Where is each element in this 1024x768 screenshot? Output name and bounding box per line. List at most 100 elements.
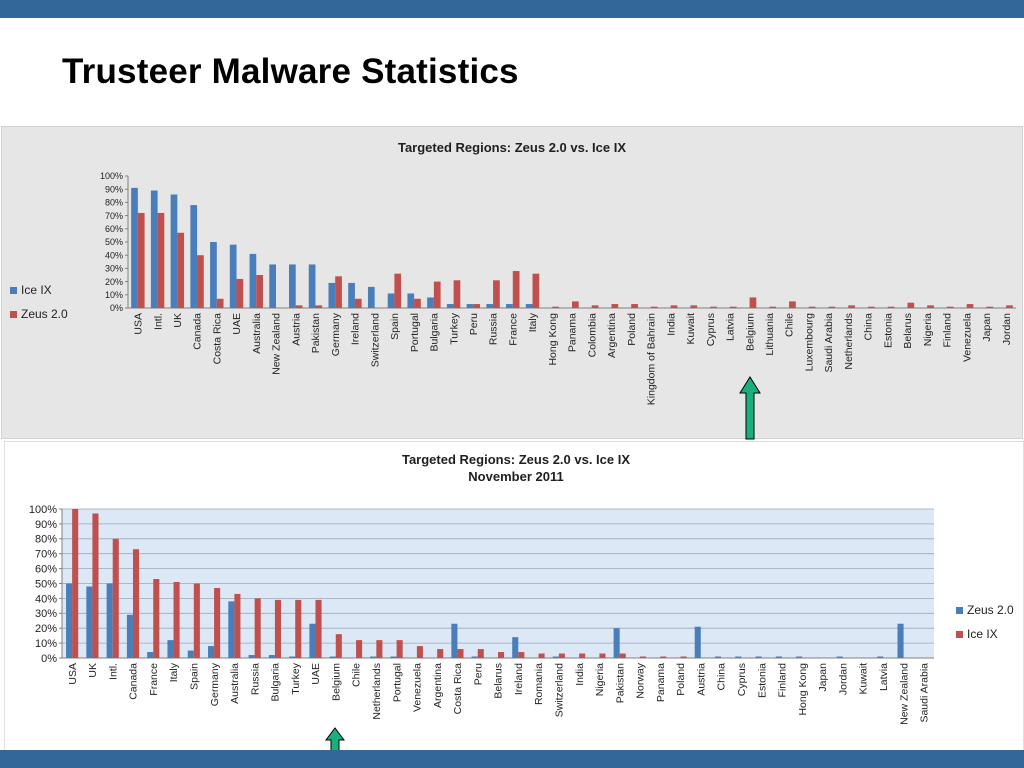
- x-tick-label: Estonia: [756, 663, 768, 698]
- y-tick-label: 70%: [105, 211, 123, 221]
- bar-ice-ix: [150, 190, 158, 308]
- x-tick-label: Peru: [472, 663, 484, 685]
- bar-ice-ix: [249, 253, 257, 308]
- y-tick-label: 30%: [35, 608, 57, 620]
- legend-label: Zeus 2.0: [967, 603, 1014, 617]
- bar-ice-ix: [254, 598, 261, 658]
- x-tick-label: Netherlands: [843, 313, 855, 370]
- bar-zeus-2-0: [927, 305, 934, 308]
- x-tick-label: Cyprus: [705, 313, 717, 346]
- bar-ice-ix: [308, 264, 316, 308]
- bar-ice-ix: [437, 649, 444, 658]
- x-tick-label: Pakistan: [614, 663, 626, 703]
- bar-ice-ix: [506, 304, 513, 308]
- bar-ice-ix: [538, 653, 545, 658]
- bar-zeus-2-0: [451, 623, 458, 658]
- bar-zeus-2-0: [986, 306, 994, 308]
- bar-zeus-2-0: [650, 306, 658, 308]
- bar-zeus-2-0: [315, 305, 323, 308]
- bar-zeus-2-0: [228, 601, 235, 658]
- bar-zeus-2-0: [887, 306, 895, 308]
- bar-zeus-2-0: [86, 586, 93, 658]
- bar-zeus-2-0: [572, 301, 579, 308]
- bar-zeus-2-0: [329, 656, 336, 658]
- bar-zeus-2-0: [66, 583, 73, 658]
- x-tick-label: Estonia: [882, 313, 894, 348]
- bar-zeus-2-0: [354, 298, 362, 308]
- bar-ice-ix: [92, 513, 99, 658]
- y-tick-label: 0%: [110, 303, 123, 313]
- x-tick-label: Germany: [330, 312, 342, 356]
- x-tick-label: Ireland: [350, 313, 362, 345]
- bar-ice-ix: [599, 653, 606, 658]
- bar-zeus-2-0: [907, 302, 915, 308]
- bar-zeus-2-0: [256, 275, 263, 308]
- x-tick-label: Poland: [675, 663, 687, 696]
- x-tick-label: Belgium: [744, 313, 756, 351]
- bar-zeus-2-0: [473, 304, 481, 308]
- top-band: [0, 0, 1024, 18]
- x-tick-label: Intl.: [152, 313, 164, 330]
- bar-zeus-2-0: [966, 304, 974, 308]
- bar-zeus-2-0: [789, 301, 796, 308]
- bar-ice-ix: [315, 599, 322, 658]
- x-tick-label: China: [716, 663, 728, 691]
- bar-zeus-2-0: [208, 646, 215, 658]
- bar-zeus-2-0: [493, 280, 500, 308]
- bottom-band: [0, 750, 1024, 768]
- y-tick-label: 10%: [105, 290, 123, 300]
- chart-title: Targeted Regions: Zeus 2.0 vs. Ice IX: [398, 140, 626, 155]
- y-tick-label: 20%: [105, 277, 123, 287]
- x-tick-label: USA: [133, 313, 145, 335]
- bar-ice-ix: [498, 652, 505, 658]
- x-tick-label: Venezuela: [961, 313, 973, 362]
- x-tick-label: Costa Rica: [211, 313, 223, 365]
- y-tick-label: 80%: [105, 198, 123, 208]
- bar-zeus-2-0: [335, 276, 342, 308]
- y-tick-label: 60%: [105, 224, 123, 234]
- bar-ice-ix: [407, 293, 415, 308]
- bar-zeus-2-0: [735, 656, 742, 658]
- bar-ice-ix: [639, 656, 647, 658]
- x-tick-label: Switzerland: [554, 663, 566, 717]
- bar-ice-ix: [486, 304, 494, 308]
- bar-zeus-2-0: [453, 280, 461, 308]
- x-tick-label: Hong Kong: [547, 313, 559, 366]
- bar-zeus-2-0: [512, 271, 520, 308]
- x-tick-label: UAE: [310, 663, 322, 685]
- bar-zeus-2-0: [289, 656, 296, 658]
- x-tick-label: Argentina: [606, 313, 618, 358]
- chart-title: Targeted Regions: Zeus 2.0 vs. Ice IX: [402, 452, 630, 467]
- chart-top: Targeted Regions: Zeus 2.0 vs. Ice IX 0% 1…: [1, 126, 1023, 439]
- y-tick-label: 30%: [105, 264, 123, 274]
- bar-zeus-2-0: [552, 306, 559, 308]
- x-tick-label: Kuwait: [858, 663, 870, 695]
- bar-zeus-2-0: [394, 273, 402, 308]
- x-tick-label: Finland: [942, 313, 954, 348]
- x-tick-label: Norway: [635, 662, 647, 698]
- y-tick-label: 50%: [35, 578, 57, 590]
- bar-ice-ix: [289, 264, 296, 308]
- y-tick-label: 90%: [105, 184, 123, 194]
- bar-ice-ix: [477, 649, 484, 658]
- bar-zeus-2-0: [1006, 305, 1013, 308]
- x-tick-label: USA: [67, 663, 79, 685]
- bar-zeus-2-0: [808, 306, 816, 308]
- x-tick-label: New Zealand: [271, 313, 283, 375]
- chart-subtitle: November 2011: [468, 469, 563, 484]
- x-tick-label: Finland: [777, 663, 789, 698]
- bar-ice-ix: [131, 187, 138, 308]
- bar-zeus-2-0: [433, 281, 441, 308]
- x-tick-label: Saudi Arabia: [823, 313, 835, 373]
- bar-ice-ix: [416, 646, 423, 658]
- x-tick-label: Latvia: [878, 663, 890, 691]
- bar-zeus-2-0: [714, 656, 722, 658]
- bar-zeus-2-0: [670, 305, 678, 308]
- x-tick-label: India: [574, 663, 586, 686]
- bar-ice-ix: [274, 599, 282, 658]
- x-tick-label: Kuwait: [685, 313, 697, 345]
- x-tick-label: Turkey: [448, 312, 460, 344]
- y-tick-label: 100%: [29, 504, 57, 516]
- x-tick-label: Pakistan: [310, 313, 322, 353]
- bar-zeus-2-0: [236, 278, 244, 308]
